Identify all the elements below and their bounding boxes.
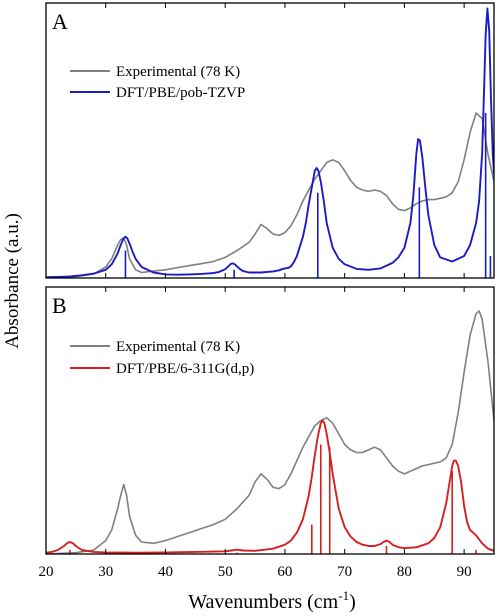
plot-area [46,7,494,278]
legend-label: DFT/PBE/pob-TZVP [116,85,245,101]
legend: Experimental (78 K) DFT/PBE/pob-TZVP [70,64,245,101]
plot-frame [45,2,495,279]
x-tick-label: 60 [277,564,292,580]
series-line-experimental [46,310,494,554]
x-tick-label: 40 [158,564,173,580]
y-axis-label: Absorbance (a.u.) [2,213,23,349]
x-tick-label: 50 [218,564,233,580]
legend-label: Experimental (78 K) [116,339,240,355]
plot-frame [45,286,495,555]
x-tick-label: 70 [337,564,352,580]
x-tick-label: 80 [397,564,412,580]
plot-area [46,310,494,554]
legend: Experimental (78 K) DFT/PBE/6-311G(d,p) [70,339,254,377]
legend-label: Experimental (78 K) [116,64,240,80]
panel-label: B [52,293,67,318]
x-axis-label: Wavenumbers (cm-1) [188,588,356,613]
panel-label: A [52,9,68,34]
panel-b: 20 30 40 50 60 70 80 90 B Experimental (78 K) DFT/… [39,286,495,580]
x-tick-label: 90 [457,564,472,580]
legend-label: DFT/PBE/6-311G(d,p) [116,361,254,377]
panel-a: A Experimental (78 K) DFT/PBE/pob-TZVP [45,2,495,279]
series-line-dft [46,419,494,554]
x-tick-label: 30 [98,564,113,580]
x-tick-label: 20 [39,564,54,580]
series-line-dft [46,7,494,278]
